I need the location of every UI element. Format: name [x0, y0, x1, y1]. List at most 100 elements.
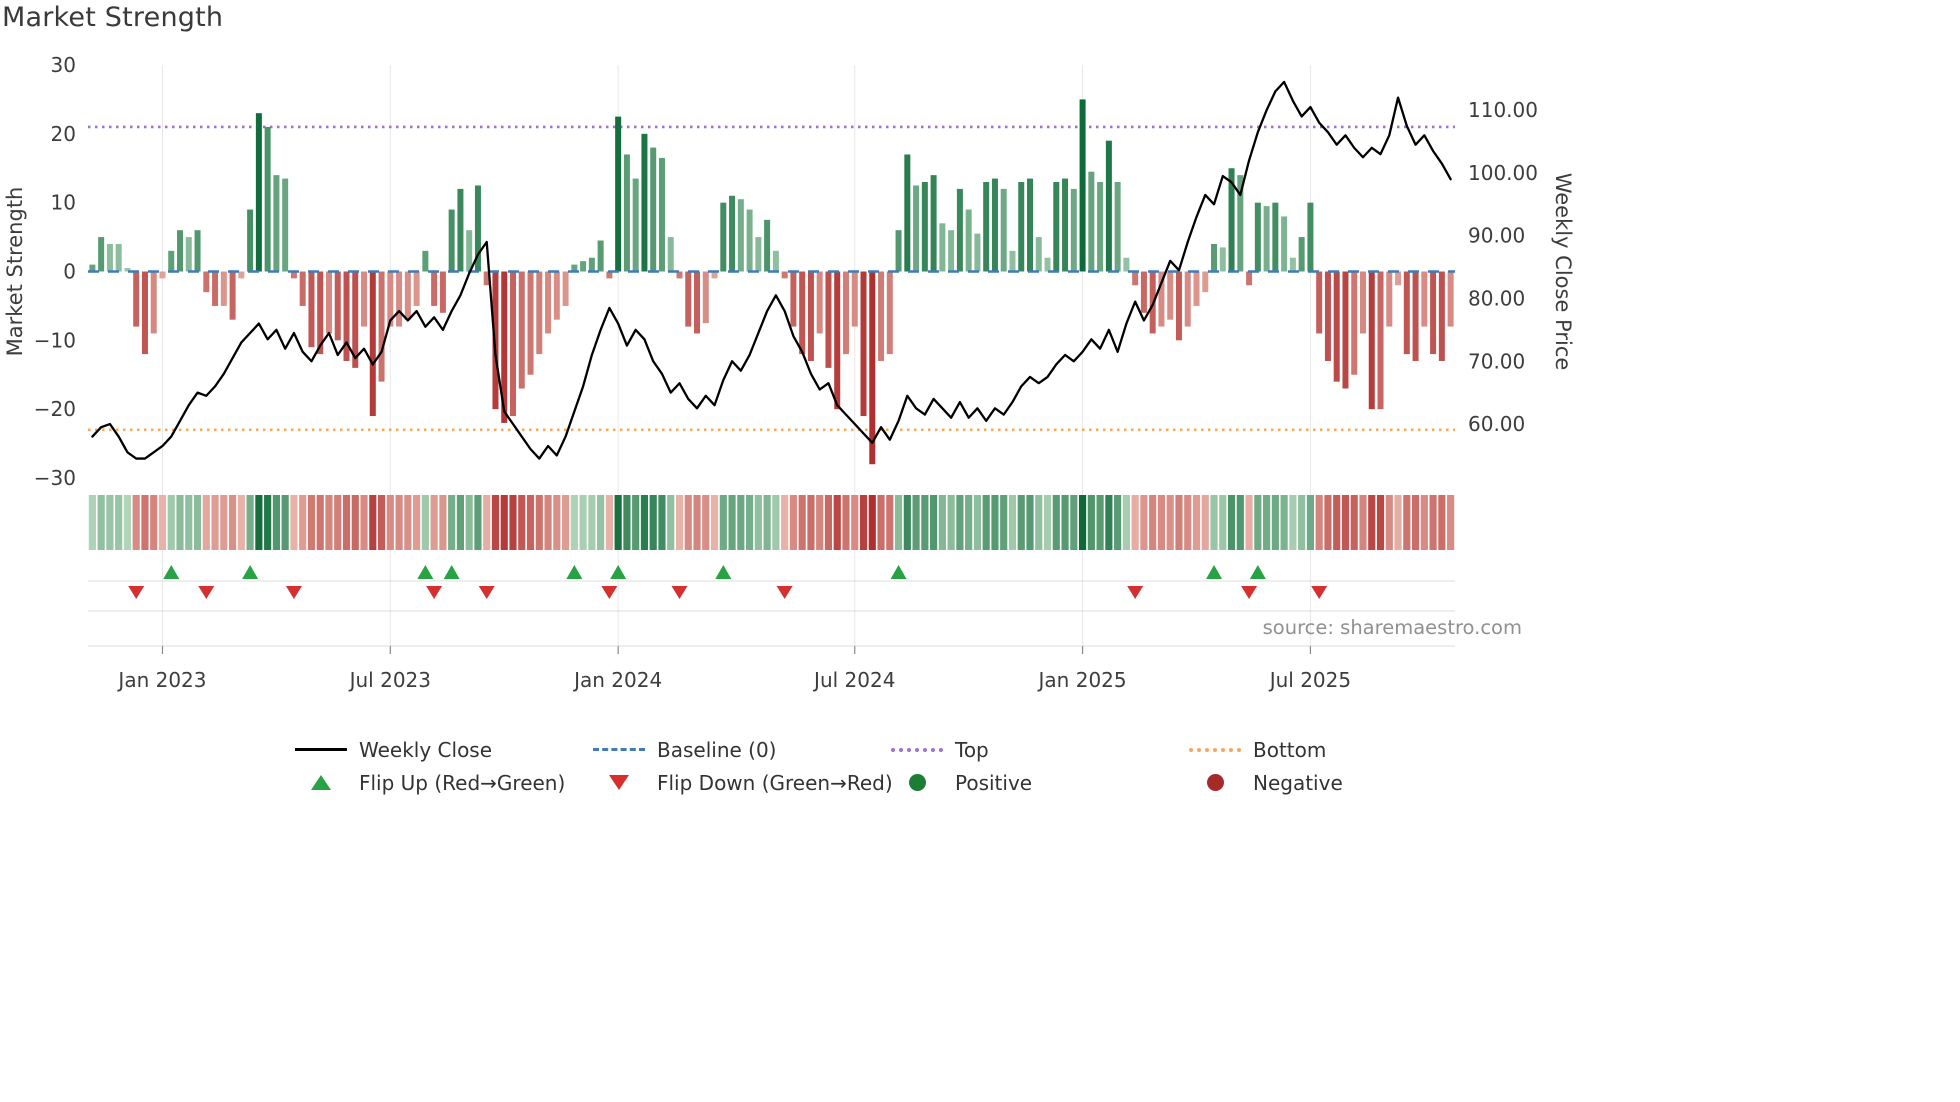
strength-bar [1044, 257, 1051, 272]
legend-label-top: Top [955, 737, 989, 762]
heatmap-cell [868, 495, 876, 550]
x-tick-label: Jan 2023 [116, 668, 206, 692]
strength-bar [746, 209, 753, 272]
heatmap-cell [737, 495, 745, 550]
heatmap-cell [1411, 495, 1420, 550]
heatmap-cell [728, 495, 736, 550]
strength-bar [904, 154, 911, 272]
legend-label-bottom: Bottom [1253, 737, 1327, 762]
heatmap-cell [290, 495, 298, 550]
strength-bar [860, 271, 867, 417]
heatmap-cell [947, 495, 955, 550]
heatmap-cell [816, 495, 824, 550]
strength-bar [799, 271, 806, 355]
strength-bar [1386, 271, 1393, 327]
strength-bar [133, 271, 140, 327]
heatmap-cell [115, 495, 123, 550]
heatmap-cell [579, 495, 587, 550]
heatmap-cell [965, 495, 973, 550]
bottom-dotted-swatch [1187, 747, 1243, 752]
strength-bar [89, 264, 96, 272]
heatmap-cell [299, 495, 307, 550]
strength-bar [1246, 271, 1253, 286]
heatmap-cell [1184, 495, 1192, 550]
legend-item-flip-up: Flip Up (Red→Green) [293, 768, 591, 797]
strength-bar [921, 182, 928, 272]
strength-bar [1447, 271, 1454, 327]
strength-bar [536, 271, 543, 355]
strength-bar [431, 271, 438, 306]
strength-bar [1018, 182, 1025, 272]
heatmap-cell [1254, 495, 1262, 550]
strength-bar [501, 271, 508, 423]
strength-bar [1359, 271, 1366, 334]
strength-bar [1062, 178, 1069, 272]
strength-bar [168, 250, 175, 272]
flip-up-marker [417, 565, 434, 579]
strength-bar [413, 271, 420, 306]
heatmap-cell [491, 495, 500, 550]
heatmap-cell [789, 495, 797, 550]
heatmap-cell [360, 495, 368, 550]
strength-bar [203, 271, 210, 293]
heatmap-cell [798, 495, 806, 550]
strength-bar [1027, 178, 1034, 272]
strength-bar [141, 271, 148, 355]
strength-bar [1421, 271, 1428, 327]
heatmap-cell [1315, 495, 1323, 550]
heatmap-cell [483, 495, 491, 550]
strength-bar [781, 271, 788, 279]
flip-down-marker [285, 586, 302, 599]
strength-bar [580, 261, 587, 272]
left-y-tick-label: 0 [63, 260, 76, 284]
strength-bar [842, 271, 849, 355]
heatmap-cell [1280, 495, 1288, 550]
heatmap-cell [1114, 495, 1122, 550]
strength-bar [299, 271, 306, 306]
heatmap-cell [106, 495, 114, 550]
heatmap-cell [404, 495, 412, 550]
heatmap-cell [754, 495, 762, 550]
strength-bar [1395, 271, 1402, 286]
heatmap-cell [509, 495, 517, 550]
flip-down-marker [1241, 586, 1258, 599]
strength-bar [1202, 271, 1209, 293]
heatmap-cell [1043, 495, 1052, 550]
strength-bar [1167, 271, 1174, 320]
left-y-tick-label: −30 [34, 466, 76, 490]
legend-label-negative: Negative [1253, 770, 1343, 795]
heatmap-cell [1333, 495, 1341, 550]
strength-bar [1272, 202, 1279, 272]
heatmap-cell [1403, 495, 1411, 550]
strength-bar [1123, 257, 1130, 272]
heatmap-cell [1166, 495, 1174, 550]
heatmap-cell [1429, 495, 1437, 550]
negative-dot-icon [1187, 774, 1243, 791]
heatmap-cell [1175, 495, 1183, 550]
strength-bar [1237, 175, 1244, 272]
strength-bar [606, 271, 613, 279]
flip-down-marker [601, 586, 618, 599]
source-caption: source: sharemaestro.com [1263, 616, 1522, 639]
heatmap-cell [307, 495, 316, 550]
heatmap-cell [1271, 495, 1279, 550]
heatmap-cell [597, 495, 605, 550]
heatmap-cell [719, 495, 727, 550]
strength-bar [623, 154, 630, 272]
strength-bar [1140, 271, 1147, 313]
heatmap-cell [746, 495, 754, 550]
right-y-tick-label: 70.00 [1468, 349, 1525, 373]
flip-down-marker [671, 586, 688, 599]
strength-bar [694, 271, 701, 334]
heatmap-cell [658, 495, 666, 550]
heatmap-cell [237, 495, 245, 550]
heatmap-cell [369, 495, 377, 550]
heatmap-cell [1420, 495, 1428, 550]
heatmap-cell [1061, 495, 1069, 550]
heatmap-cell [824, 495, 833, 550]
heatmap-cell [1289, 495, 1297, 550]
x-tick-label: Jan 2024 [572, 668, 662, 692]
right-axis-title: Weekly Close Price [1551, 173, 1575, 371]
strength-bar [834, 271, 841, 410]
strength-bar [658, 157, 665, 272]
